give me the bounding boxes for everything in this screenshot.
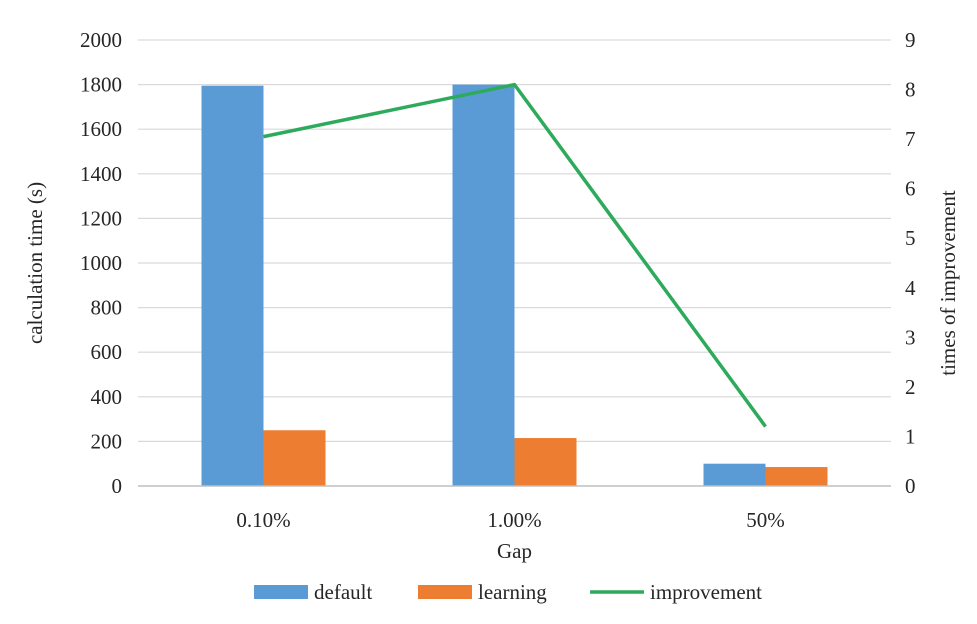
bar-default xyxy=(703,463,766,486)
y-tick-label: 800 xyxy=(91,296,123,320)
legend: default learning improvement xyxy=(254,580,762,604)
improvement-line-series xyxy=(263,82,767,428)
category-labels: 0.10% 1.00% 50% xyxy=(236,508,784,532)
legend-swatch-default xyxy=(254,585,308,599)
legend-label-default: default xyxy=(314,580,372,604)
y2-tick-label: 8 xyxy=(905,78,916,102)
y-tick-label: 400 xyxy=(91,385,123,409)
line-improvement xyxy=(263,82,767,428)
x-tick-label: 1.00% xyxy=(487,508,541,532)
y-tick-label: 1200 xyxy=(80,206,122,230)
legend-label-improvement: improvement xyxy=(650,580,762,604)
y2-tick-label: 9 xyxy=(905,28,916,52)
y-axis-title: calculation time (s) xyxy=(23,182,47,344)
x-tick-label: 0.10% xyxy=(236,508,290,532)
y2-tick-label: 1 xyxy=(905,424,916,448)
x-axis-title: Gap xyxy=(497,539,532,563)
left-axis-ticks: 0 200 400 600 800 1000 1200 1400 1600 1800 2000 xyxy=(80,28,122,498)
y2-tick-label: 3 xyxy=(905,325,916,349)
x-tick-label: 50% xyxy=(746,508,785,532)
y-tick-label: 200 xyxy=(91,429,123,453)
y2-tick-label: 5 xyxy=(905,226,916,250)
legend-swatch-learning xyxy=(418,585,472,599)
y2-tick-label: 6 xyxy=(905,177,916,201)
y-tick-label: 600 xyxy=(91,340,123,364)
bar-default xyxy=(452,84,515,486)
y-tick-label: 1400 xyxy=(80,162,122,186)
y2-tick-label: 0 xyxy=(905,474,916,498)
bar-learning xyxy=(765,467,828,486)
y-tick-label: 1800 xyxy=(80,73,122,97)
y-tick-label: 1000 xyxy=(80,251,122,275)
bar-default xyxy=(201,85,264,486)
y2-tick-label: 7 xyxy=(905,127,916,151)
legend-label-learning: learning xyxy=(478,580,547,604)
y2-tick-label: 2 xyxy=(905,375,916,399)
bar-learning xyxy=(263,430,326,486)
y2-tick-label: 4 xyxy=(905,276,916,300)
y2-axis-title: times of improvement xyxy=(936,190,960,376)
bar-learning xyxy=(514,438,577,486)
y-tick-label: 1600 xyxy=(80,117,122,141)
y-tick-label: 0 xyxy=(112,474,123,498)
y-tick-label: 2000 xyxy=(80,28,122,52)
right-axis-ticks: 0 1 2 3 4 5 6 7 8 9 xyxy=(905,28,916,498)
bars xyxy=(201,84,828,486)
